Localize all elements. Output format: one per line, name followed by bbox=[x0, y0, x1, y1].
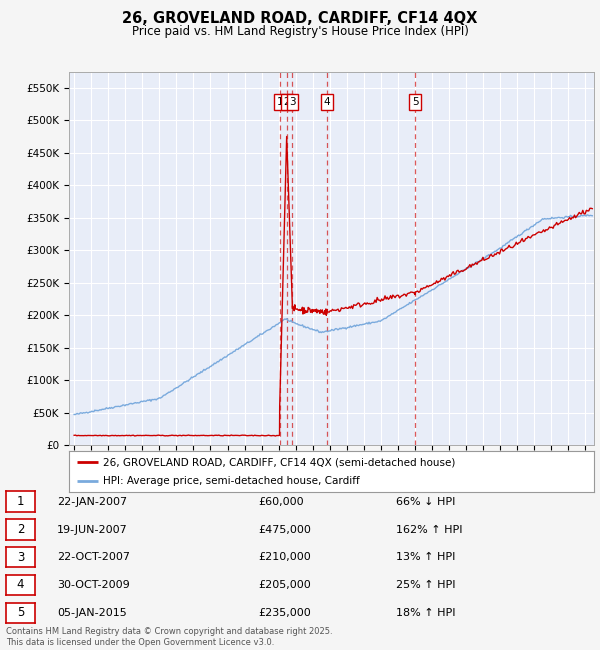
Text: 22-JAN-2007: 22-JAN-2007 bbox=[57, 497, 127, 507]
Text: 26, GROVELAND ROAD, CARDIFF, CF14 4QX (semi-detached house): 26, GROVELAND ROAD, CARDIFF, CF14 4QX (s… bbox=[103, 457, 455, 467]
Text: 25% ↑ HPI: 25% ↑ HPI bbox=[396, 580, 455, 590]
Text: 66% ↓ HPI: 66% ↓ HPI bbox=[396, 497, 455, 507]
Text: 5: 5 bbox=[412, 97, 419, 107]
Text: £475,000: £475,000 bbox=[258, 525, 311, 535]
Text: 5: 5 bbox=[17, 606, 24, 619]
Text: 22-OCT-2007: 22-OCT-2007 bbox=[57, 552, 130, 562]
Text: Contains HM Land Registry data © Crown copyright and database right 2025.
This d: Contains HM Land Registry data © Crown c… bbox=[6, 627, 332, 647]
Text: 3: 3 bbox=[289, 97, 296, 107]
Text: 18% ↑ HPI: 18% ↑ HPI bbox=[396, 608, 455, 618]
Text: 4: 4 bbox=[323, 97, 330, 107]
Text: 2: 2 bbox=[283, 97, 290, 107]
Text: 26, GROVELAND ROAD, CARDIFF, CF14 4QX: 26, GROVELAND ROAD, CARDIFF, CF14 4QX bbox=[122, 10, 478, 26]
Text: 19-JUN-2007: 19-JUN-2007 bbox=[57, 525, 128, 535]
Text: £60,000: £60,000 bbox=[258, 497, 304, 507]
Text: 1: 1 bbox=[277, 97, 283, 107]
Text: 30-OCT-2009: 30-OCT-2009 bbox=[57, 580, 130, 590]
Text: HPI: Average price, semi-detached house, Cardiff: HPI: Average price, semi-detached house,… bbox=[103, 476, 360, 486]
Text: 13% ↑ HPI: 13% ↑ HPI bbox=[396, 552, 455, 562]
Text: £235,000: £235,000 bbox=[258, 608, 311, 618]
Text: £210,000: £210,000 bbox=[258, 552, 311, 562]
Text: 05-JAN-2015: 05-JAN-2015 bbox=[57, 608, 127, 618]
Text: 1: 1 bbox=[17, 495, 24, 508]
Text: 2: 2 bbox=[17, 523, 24, 536]
Text: 162% ↑ HPI: 162% ↑ HPI bbox=[396, 525, 463, 535]
Text: £205,000: £205,000 bbox=[258, 580, 311, 590]
Text: 3: 3 bbox=[17, 551, 24, 564]
Text: 4: 4 bbox=[17, 578, 24, 592]
Text: Price paid vs. HM Land Registry's House Price Index (HPI): Price paid vs. HM Land Registry's House … bbox=[131, 25, 469, 38]
